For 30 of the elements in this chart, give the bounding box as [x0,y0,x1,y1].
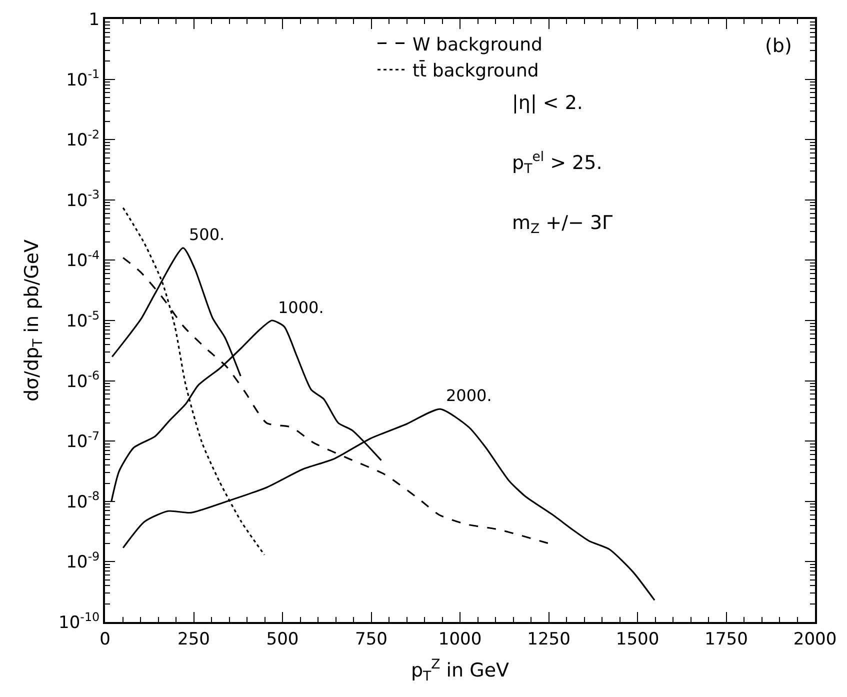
x-tick-label: 0 [100,629,110,650]
y-tick-label: 10$^{-9}$ [66,550,100,573]
x-tick-label: 1750 [704,629,748,650]
series-label: 500. [189,225,225,244]
series-label: 1000. [278,298,324,317]
annotation: m$_{Z}$ +/− 3Γ [512,212,614,237]
annotation: |η| < 2. [512,92,583,114]
y-tick-label: 10$^{-7}$ [66,428,100,452]
x-axis-title: p$_{T}$$^{Z}$ in GeV [410,658,510,685]
y-tick-label: 10$^{-4}$ [66,248,100,272]
y-tick-label: 10$^{-1}$ [66,67,100,90]
y-tick-label: 10$^{-10}$ [58,610,100,633]
y-tick-label: 10$^{-3}$ [66,188,100,211]
annotation: (b) [765,35,792,57]
y-tick-label: 10$^{-5}$ [66,308,100,332]
legend-label: W background [412,34,542,56]
x-tick-label: 250 [178,629,210,650]
x-tick-label: 750 [355,629,388,650]
series-label: 2000. [446,386,492,405]
y-tick-label: 10$^{-8}$ [66,489,100,512]
annotation: p$_{T}$$^{el}$ > 25. [512,150,602,177]
x-tick-label: 2000 [793,629,837,650]
x-tick-label: 500 [266,629,299,650]
y-tick-label: 10$^{-2}$ [66,127,100,151]
y-tick-label: 1 [88,10,100,30]
x-tick-label: 1500 [616,629,660,650]
x-tick-label: 1000 [438,629,482,650]
x-tick-label: 1250 [527,629,570,650]
y-tick-label: 10$^{-6}$ [66,368,100,392]
legend-label: tt̄ background [412,59,539,82]
